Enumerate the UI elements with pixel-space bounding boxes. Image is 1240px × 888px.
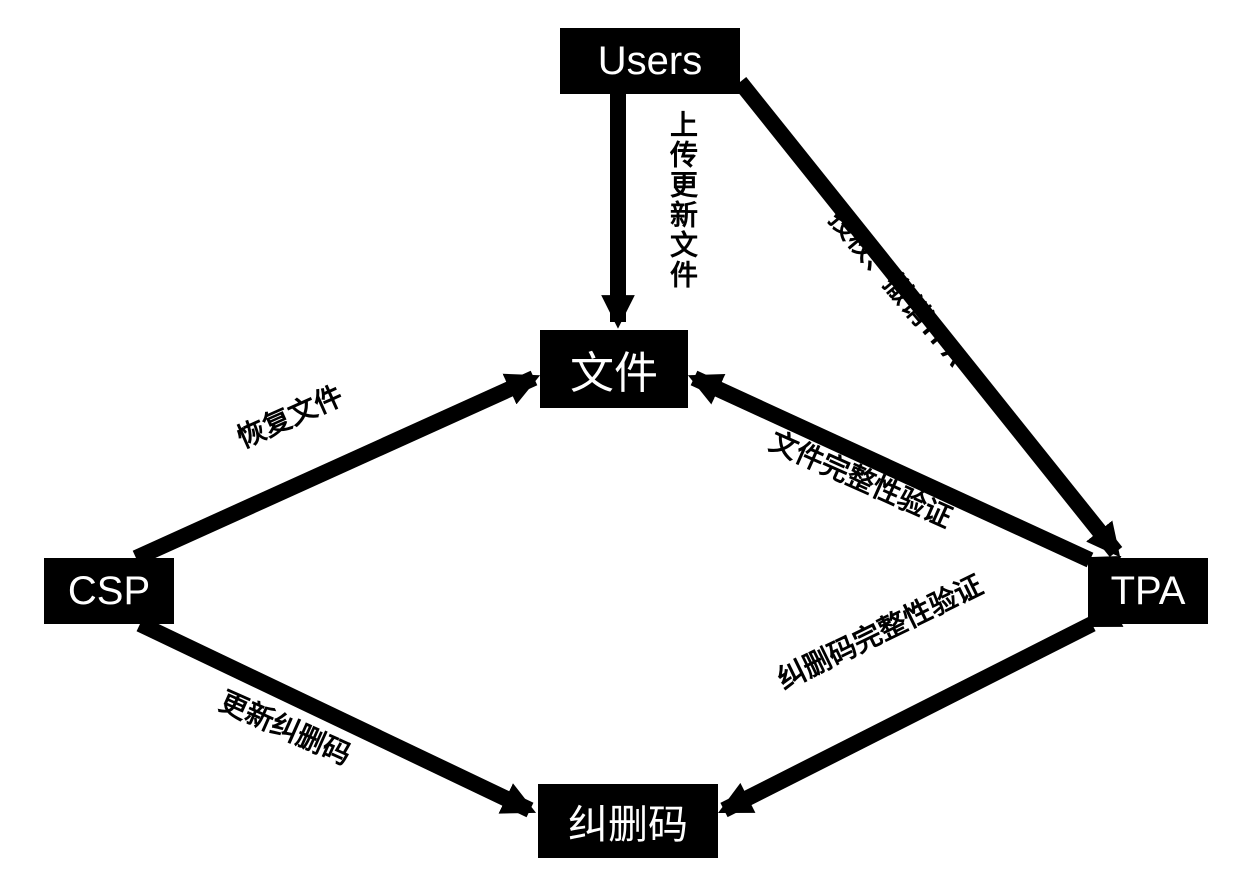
edge-label-csp-file: 恢复文件 (230, 374, 349, 456)
edges-layer (0, 0, 1240, 888)
edge-label-tpa-file: 文件完整性验证 (764, 420, 959, 536)
node-users: Users (560, 28, 740, 94)
edge-label-users-file: 上传更新文件 (662, 110, 702, 290)
node-erasure: 纠删码 (538, 784, 718, 858)
edge-tpa-erasure (724, 624, 1092, 810)
node-file: 文件 (540, 330, 688, 408)
diagram-canvas: Users 文件 CSP TPA 纠删码 上传更新文件 授权、撤销TPA 恢复文… (0, 0, 1240, 888)
node-label: 纠删码 (568, 792, 688, 850)
edge-label-tpa-erasure: 纠删码完整性验证 (770, 564, 989, 698)
node-label: Users (598, 39, 702, 84)
node-label: TPA (1111, 569, 1186, 614)
node-tpa: TPA (1088, 558, 1208, 624)
node-label: 文件 (570, 337, 658, 401)
edge-label-csp-erasure: 更新纠删码 (214, 680, 358, 773)
edge-csp-erasure (140, 624, 530, 810)
node-csp: CSP (44, 558, 174, 624)
node-label: CSP (68, 569, 150, 614)
edge-label-users-tpa: 授权、撤销TPA (821, 200, 976, 374)
